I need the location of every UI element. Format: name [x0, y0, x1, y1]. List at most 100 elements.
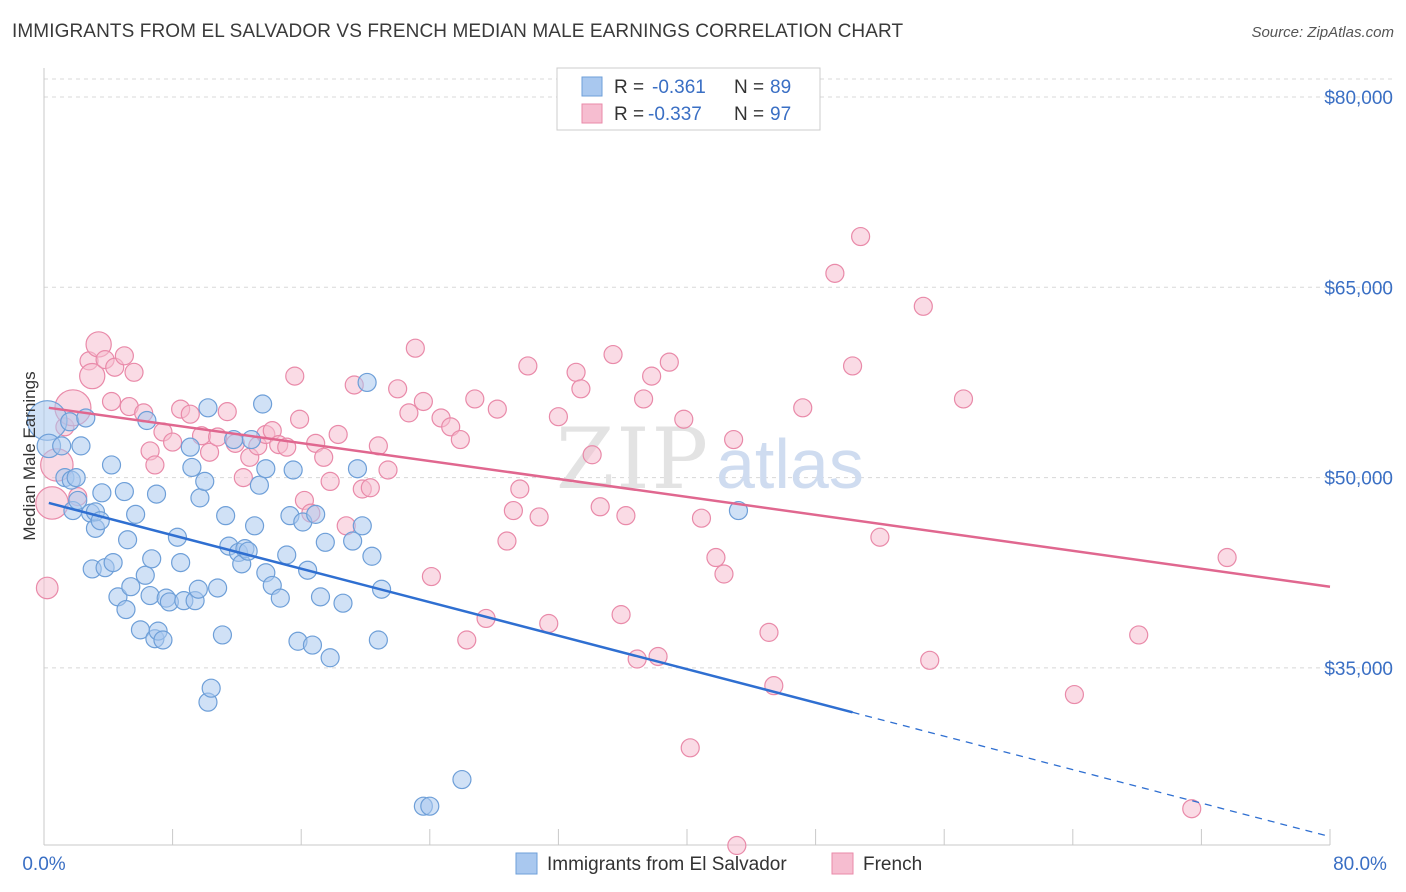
data-point: [121, 577, 141, 597]
data-point: [388, 379, 408, 399]
data-point: [124, 362, 144, 382]
data-point: [180, 437, 200, 457]
data-point: [603, 344, 623, 365]
y-axis-title: Median Male Earnings: [20, 371, 39, 540]
data-point: [60, 412, 80, 432]
data-point: [135, 565, 155, 585]
data-point: [277, 545, 297, 565]
data-point: [616, 506, 636, 526]
legend-label-el-salvador: Immigrants from El Salvador: [547, 854, 787, 875]
data-point: [142, 549, 162, 569]
legend-swatch-french: [831, 852, 854, 875]
data-point: [518, 356, 538, 376]
data-point: [126, 504, 146, 524]
data-point: [450, 429, 470, 450]
data-point: [759, 622, 779, 642]
data-point: [343, 531, 363, 551]
data-point: [35, 576, 59, 600]
trend-line-el-salvador-extension: [852, 711, 1331, 838]
data-point: [153, 630, 173, 650]
data-point: [195, 471, 215, 492]
data-point: [114, 481, 134, 502]
data-point: [244, 516, 265, 536]
data-point: [642, 366, 662, 386]
data-point: [320, 648, 340, 668]
data-point: [457, 630, 477, 650]
data-point: [114, 346, 134, 366]
data-point: [283, 460, 303, 480]
data-point: [117, 530, 138, 550]
data-point: [714, 564, 734, 584]
french-points: [35, 226, 1237, 856]
data-point: [216, 506, 236, 526]
trend-line-french: [48, 406, 1331, 588]
data-point: [728, 500, 749, 521]
data-point: [101, 455, 122, 475]
data-point: [851, 226, 871, 247]
data-point: [315, 532, 335, 552]
data-point: [92, 483, 112, 503]
data-point: [529, 507, 549, 527]
y-tick-label: $50,000: [1324, 469, 1393, 490]
data-point: [539, 613, 559, 634]
data-point: [913, 296, 933, 316]
data-point: [103, 553, 123, 573]
data-point: [199, 442, 220, 462]
data-point: [571, 379, 591, 399]
data-point: [146, 484, 167, 504]
data-point: [727, 835, 747, 856]
data-point: [659, 352, 679, 372]
data-point: [140, 585, 160, 606]
data-point: [79, 362, 106, 390]
data-point: [320, 471, 340, 492]
data-point: [548, 407, 569, 427]
legend: Immigrants from El Salvador French: [515, 852, 922, 875]
data-point: [101, 391, 122, 412]
data-point: [253, 394, 273, 414]
watermark: ZIP atlas: [556, 410, 864, 508]
data-point: [52, 436, 72, 456]
data-point: [368, 630, 388, 650]
source-note: Source: ZipAtlas.com: [1251, 24, 1394, 41]
stats-r-label-blue: R =: [614, 77, 644, 98]
data-point: [405, 338, 425, 358]
data-point: [706, 547, 726, 568]
stats-r-value-blue: -0.361: [652, 77, 706, 98]
data-point: [310, 587, 331, 607]
data-point: [212, 625, 233, 645]
y-axis-tick-labels: $35,000 $50,000 $65,000 $80,000: [1324, 88, 1393, 680]
stats-n-value-blue: 89: [770, 77, 791, 98]
stats-n-value-pink: 97: [770, 104, 791, 125]
data-point: [182, 457, 202, 478]
data-point: [953, 389, 974, 409]
data-point: [465, 389, 485, 409]
data-point: [633, 389, 654, 409]
stats-n-label-blue: N =: [734, 77, 764, 98]
data-point: [674, 409, 694, 429]
data-point: [306, 504, 326, 524]
data-point: [217, 402, 237, 422]
data-point: [198, 398, 218, 418]
data-point: [241, 429, 261, 450]
stats-r-label-pink: R =: [614, 104, 644, 125]
x-tick-label-max: 80.0%: [1333, 854, 1387, 875]
data-point: [1129, 625, 1149, 645]
data-point: [503, 500, 523, 521]
data-point: [171, 553, 191, 573]
legend-label-french: French: [863, 854, 922, 875]
data-point: [691, 508, 712, 528]
y-tick-label: $80,000: [1324, 88, 1393, 109]
el-salvador-points: [26, 372, 749, 816]
data-point: [249, 475, 270, 495]
data-point: [362, 546, 382, 566]
stats-swatch-blue: [581, 76, 603, 97]
data-point: [314, 447, 334, 467]
data-point: [920, 650, 940, 670]
data-point: [566, 362, 586, 382]
stats-swatch-pink: [581, 103, 603, 124]
data-point: [582, 445, 602, 465]
data-point: [680, 738, 700, 758]
data-point: [190, 488, 210, 508]
stats-r-value-pink: -0.337: [648, 104, 702, 125]
data-point: [870, 527, 890, 547]
